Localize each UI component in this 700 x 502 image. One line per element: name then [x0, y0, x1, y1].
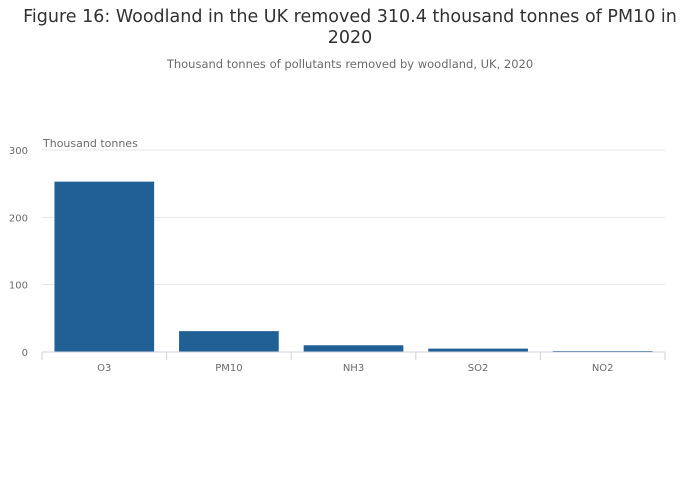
y-tick-label: 300: [9, 146, 28, 157]
y-tick-label: 200: [9, 213, 28, 224]
bar-so2[interactable]: [428, 348, 528, 352]
bar-no2[interactable]: [552, 350, 653, 352]
bar-pm10[interactable]: [179, 331, 279, 352]
x-tick-label: NO2: [592, 363, 614, 374]
chart-title: Figure 16: Woodland in the UK removed 31…: [23, 7, 677, 48]
y-axis-label: Thousand tonnes: [42, 137, 138, 150]
x-tick-label: PM10: [215, 363, 242, 374]
x-tick-label: SO2: [468, 363, 489, 374]
x-tick-label: O3: [97, 363, 111, 374]
bar-o3[interactable]: [54, 181, 155, 352]
x-tick-label: NH3: [343, 363, 364, 374]
x-axis: O3 PM10 NH3 SO2 NO2: [41, 351, 666, 374]
chart-subtitle: Thousand tonnes of pollutants removed by…: [166, 57, 534, 71]
y-axis-ticks: 0 100 200 300: [9, 146, 28, 359]
bar-nh3[interactable]: [303, 345, 404, 352]
bars: [54, 181, 653, 352]
y-tick-label: 100: [9, 281, 28, 292]
y-tick-label: 0: [22, 348, 28, 359]
